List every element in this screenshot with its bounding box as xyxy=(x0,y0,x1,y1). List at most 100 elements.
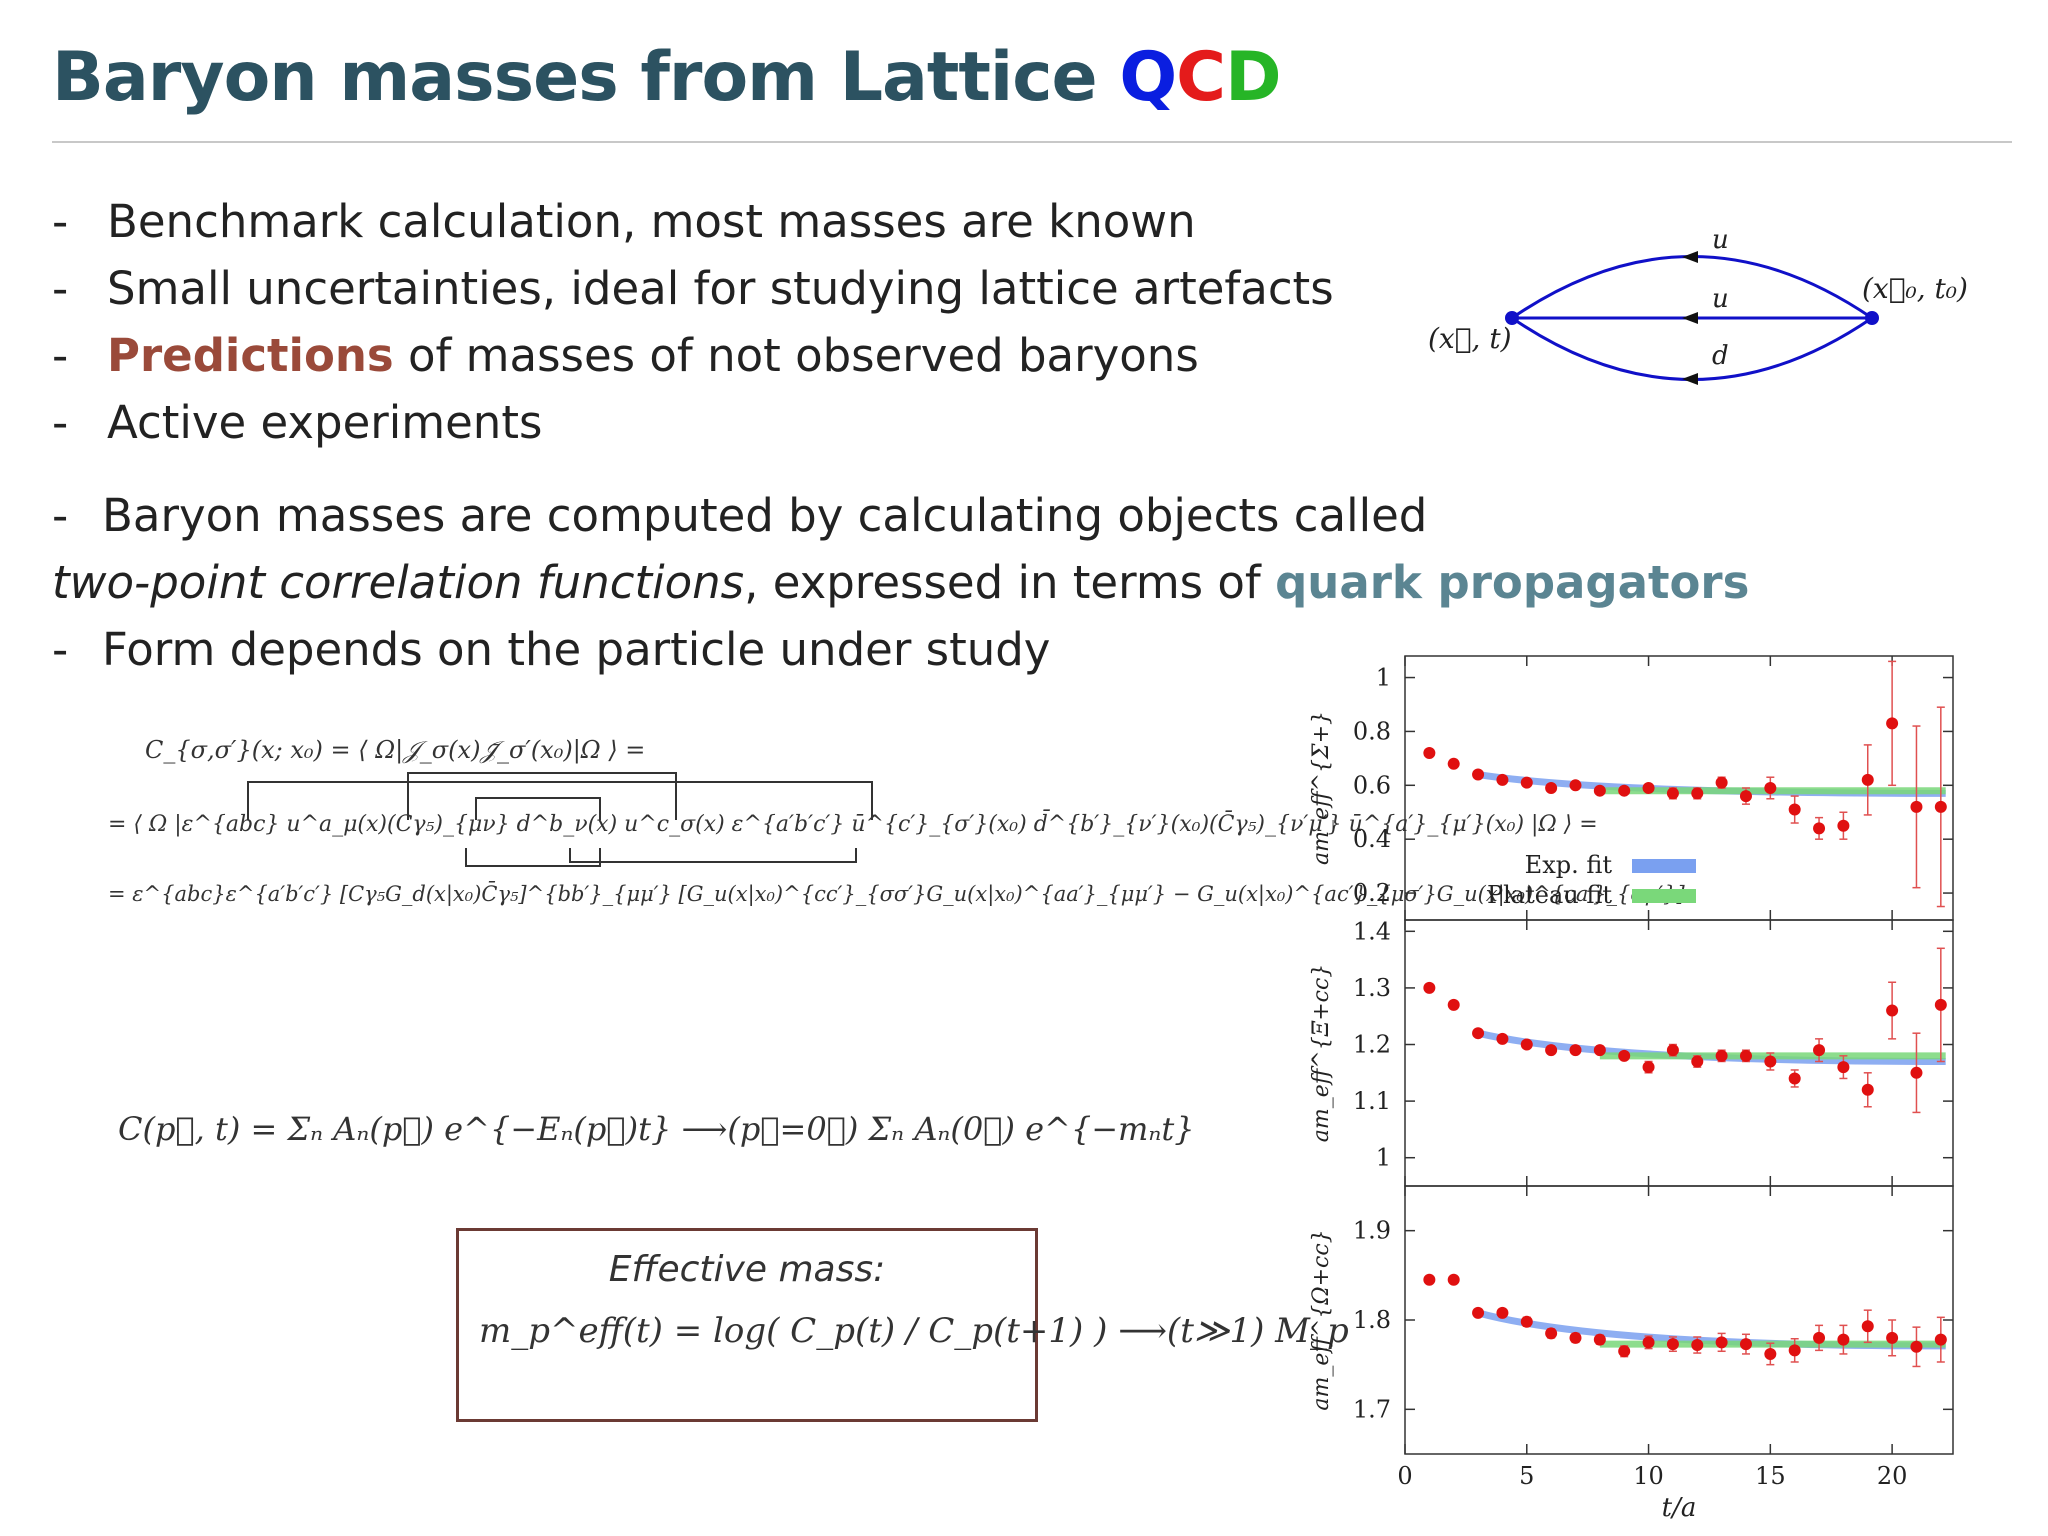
data-point xyxy=(1618,1345,1631,1358)
legend-swatch-plateau-fit xyxy=(1632,889,1696,903)
data-point xyxy=(1764,782,1777,794)
data-point xyxy=(1886,1004,1899,1017)
data-point xyxy=(1496,1306,1509,1319)
para-line-2: two-point correlation functions, express… xyxy=(52,549,1749,616)
data-point xyxy=(1496,1032,1509,1045)
data-point xyxy=(1423,981,1436,994)
y-tick-label: 1.1 xyxy=(1353,1087,1391,1115)
effective-mass-equation: m_p^eff(t) = log( C_p(t) / C_p(t+1) ) ⟶(… xyxy=(479,1311,1349,1351)
y-tick-label: 1.8 xyxy=(1353,1306,1391,1334)
vertex-right xyxy=(1865,311,1879,325)
corr-eq-line-2: = ⟨ Ω |ε^{abc} u^a_μ(x)(Cγ₅)_{μν} d^b_ν(… xyxy=(108,812,1598,837)
title-d: D xyxy=(1225,38,1281,117)
bullet-text: Active experiments xyxy=(107,396,543,449)
data-point xyxy=(1837,1061,1850,1074)
y-tick-label: 1.7 xyxy=(1353,1395,1391,1423)
data-point xyxy=(1910,1066,1923,1079)
y-tick-label: 0.6 xyxy=(1353,771,1391,799)
data-point xyxy=(1545,1327,1558,1340)
data-point xyxy=(1593,1333,1606,1346)
y-tick-label: 0.2 xyxy=(1353,879,1391,907)
data-point xyxy=(1910,800,1923,813)
vertex-left xyxy=(1505,311,1519,325)
title-q: Q xyxy=(1119,38,1177,117)
predictions-highlight: Predictions xyxy=(107,329,394,382)
data-point xyxy=(1934,1333,1947,1346)
data-point xyxy=(1642,1336,1655,1349)
y-tick-label: 1 xyxy=(1376,1144,1391,1172)
description-paragraph: - Baryon masses are computed by calculati… xyxy=(52,482,1749,683)
arrow-top-icon xyxy=(1682,251,1698,263)
effective-mass-box: Effective mass: m_p^eff(t) = log( C_p(t)… xyxy=(456,1228,1349,1422)
data-point xyxy=(1520,1315,1533,1328)
x-tick-label: 15 xyxy=(1755,1462,1786,1490)
title-main: Baryon masses from Lattice xyxy=(52,38,1120,117)
arrow-mid-icon xyxy=(1682,312,1698,324)
legend-label-exp-fit: Exp. fit xyxy=(1525,851,1613,879)
data-point xyxy=(1739,1338,1752,1351)
corr-eq-line-3: = ε^{abc}ε^{a′b′c′} [Cγ₅G_d(x|x₀)C̄γ₅]^{… xyxy=(108,882,1685,906)
diagram-top-arc xyxy=(1511,255,1873,320)
bullet-text: Benchmark calculation, most masses are k… xyxy=(107,195,1196,248)
slide-title: Baryon masses from Lattice QCD xyxy=(52,38,1282,117)
data-point xyxy=(1788,1344,1801,1357)
data-point xyxy=(1715,1049,1728,1062)
quark-label-top: u xyxy=(1712,225,1729,255)
data-point xyxy=(1472,768,1485,781)
data-point xyxy=(1691,1055,1704,1068)
para-text: Form depends on the particle under study xyxy=(102,623,1051,676)
data-point xyxy=(1423,746,1436,759)
y-tick-label: 1.9 xyxy=(1353,1217,1391,1245)
data-point xyxy=(1642,782,1655,794)
bullet-dash: - xyxy=(52,396,69,449)
quark-label-bot: d xyxy=(1712,341,1729,371)
y-axis-label: am_eff^{Ω+cc} xyxy=(1309,1229,1334,1410)
y-axis-label: am_eff^{Ξ+cc} xyxy=(1309,964,1334,1143)
data-point xyxy=(1715,1336,1728,1349)
data-point xyxy=(1861,1083,1874,1096)
y-tick-label: 1.3 xyxy=(1353,974,1391,1002)
y-tick-label: 0.4 xyxy=(1353,825,1391,853)
data-point xyxy=(1934,800,1947,813)
para-text: Baryon masses are computed by calculatin… xyxy=(102,489,1428,542)
data-point xyxy=(1886,717,1899,730)
data-point xyxy=(1569,1044,1582,1057)
bullet-dash: - xyxy=(52,262,69,315)
data-point xyxy=(1520,1038,1533,1051)
data-point xyxy=(1813,822,1826,835)
data-point xyxy=(1910,1340,1923,1353)
y-tick-label: 1 xyxy=(1376,664,1391,692)
bullet-list: - Benchmark calculation, most masses are … xyxy=(52,188,1334,456)
data-point xyxy=(1520,776,1533,789)
data-point xyxy=(1739,1049,1752,1062)
data-point xyxy=(1764,1347,1777,1360)
data-point xyxy=(1642,1061,1655,1074)
bullet-text: of masses of not observed baryons xyxy=(393,329,1199,382)
data-point xyxy=(1472,1027,1485,1040)
bullet-dash: - xyxy=(52,195,69,248)
data-point xyxy=(1593,784,1606,797)
y-tick-label: 1.4 xyxy=(1353,917,1391,945)
data-point xyxy=(1764,1055,1777,1068)
data-point xyxy=(1593,1044,1606,1057)
data-point xyxy=(1861,773,1874,786)
para-line-1: - Baryon masses are computed by calculati… xyxy=(52,482,1749,549)
two-point-italic: two-point correlation functions xyxy=(52,556,745,609)
x-tick-label: 20 xyxy=(1877,1462,1908,1490)
data-point xyxy=(1545,1044,1558,1057)
x-tick-label: 5 xyxy=(1519,1462,1534,1490)
data-point xyxy=(1447,1273,1460,1286)
data-point xyxy=(1569,779,1582,792)
data-point xyxy=(1715,776,1728,789)
data-point xyxy=(1447,998,1460,1011)
data-point xyxy=(1691,787,1704,800)
data-point xyxy=(1618,784,1631,797)
bullet-item: - Benchmark calculation, most masses are … xyxy=(52,188,1334,255)
bullet-item: - Active experiments xyxy=(52,389,1334,456)
right-vertex-label: (x⃗₀, t₀) xyxy=(1862,272,1968,305)
data-point xyxy=(1545,782,1558,794)
quark-propagators-highlight: quark propagators xyxy=(1275,556,1750,609)
x-tick-label: 10 xyxy=(1633,1462,1664,1490)
quark-diagram: u u d (x⃗, t) (x⃗₀, t₀) xyxy=(1428,225,1968,385)
legend-label-plateau-fit: Plateau fit xyxy=(1487,881,1612,909)
